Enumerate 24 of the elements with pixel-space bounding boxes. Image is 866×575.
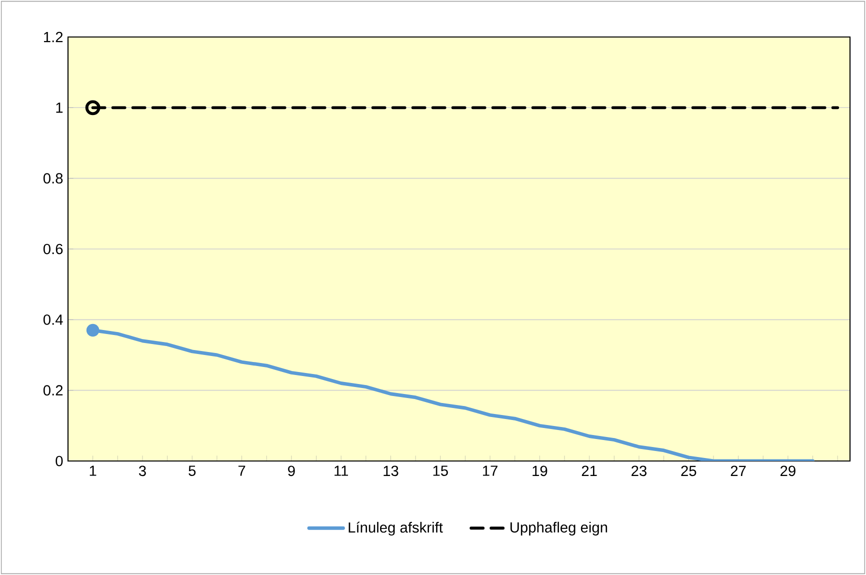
x-tick-label: 17 xyxy=(482,466,498,476)
x-tick-label: 3 xyxy=(138,466,146,476)
x-tick-label: 29 xyxy=(780,466,796,476)
x-tick-label: 9 xyxy=(288,466,295,476)
x-tick-label: 21 xyxy=(582,466,597,476)
x-tick-label: 23 xyxy=(632,466,646,476)
y-tick-label: 0.6 xyxy=(43,244,63,254)
y-tick-label: 0.8 xyxy=(43,173,63,184)
x-tick-label: 11 xyxy=(334,466,348,476)
x-tick-label: 5 xyxy=(188,466,196,476)
y-tick-label: 1.2 xyxy=(44,32,63,42)
y-tick-label: 0.4 xyxy=(43,314,63,325)
x-tick-label: 7 xyxy=(238,466,246,476)
x-tick-label: 27 xyxy=(730,466,746,476)
y-tick-label: 0.2 xyxy=(43,385,63,396)
x-tick-label: 19 xyxy=(532,466,548,476)
x-tick-label: 1 xyxy=(90,466,96,476)
x-tick-label: 15 xyxy=(433,466,448,476)
legend-label: Upphafleg eign xyxy=(510,522,608,536)
y-tick-label: 0 xyxy=(56,456,63,466)
x-tick-label: 25 xyxy=(681,466,696,476)
legend-label: Línuleg afskrift xyxy=(348,522,443,536)
x-tick-label: 13 xyxy=(384,466,398,476)
y-tick-label: 1 xyxy=(56,102,63,113)
